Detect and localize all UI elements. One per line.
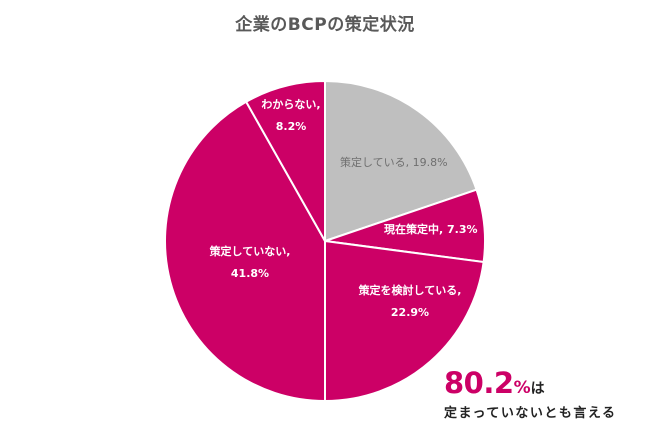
callout-suffix: は bbox=[530, 381, 545, 397]
label-text: 策定していない, bbox=[209, 245, 291, 258]
callout-unit: % bbox=[513, 378, 531, 398]
label-genzai-sakutei-chu: 現在策定中, 7.3% bbox=[384, 219, 478, 241]
pie-slices bbox=[164, 79, 486, 403]
label-shiteinai: 策定していない, 41.8% bbox=[190, 241, 310, 285]
label-wakaranai: わからない, 8.2% bbox=[256, 94, 326, 138]
label-value: 41.8% bbox=[230, 267, 270, 280]
pie-slice bbox=[324, 239, 485, 403]
callout-annotation: 80.2%は 定まっていないとも言える bbox=[444, 366, 616, 421]
label-text: 策定を検討している, bbox=[358, 284, 462, 297]
label-value: 22.9% bbox=[390, 306, 430, 319]
label-text: 策定している, 19.8% bbox=[340, 156, 448, 169]
label-text: わからない, bbox=[261, 98, 321, 111]
pie-slice bbox=[324, 79, 478, 243]
label-value: 8.2% bbox=[275, 120, 307, 133]
label-text: 現在策定中, 7.3% bbox=[384, 223, 478, 236]
callout-text: 定まっていないとも言える bbox=[444, 406, 617, 421]
callout-value: 80.2 bbox=[444, 366, 514, 400]
pie-slice bbox=[244, 79, 326, 245]
pie-slice bbox=[164, 100, 326, 403]
label-sakutei-shiteiru: 策定している, 19.8% bbox=[340, 152, 448, 174]
chart-title: 企業のBCPの策定状況 bbox=[235, 15, 415, 35]
label-kentou: 策定を検討している, 22.9% bbox=[340, 280, 480, 324]
